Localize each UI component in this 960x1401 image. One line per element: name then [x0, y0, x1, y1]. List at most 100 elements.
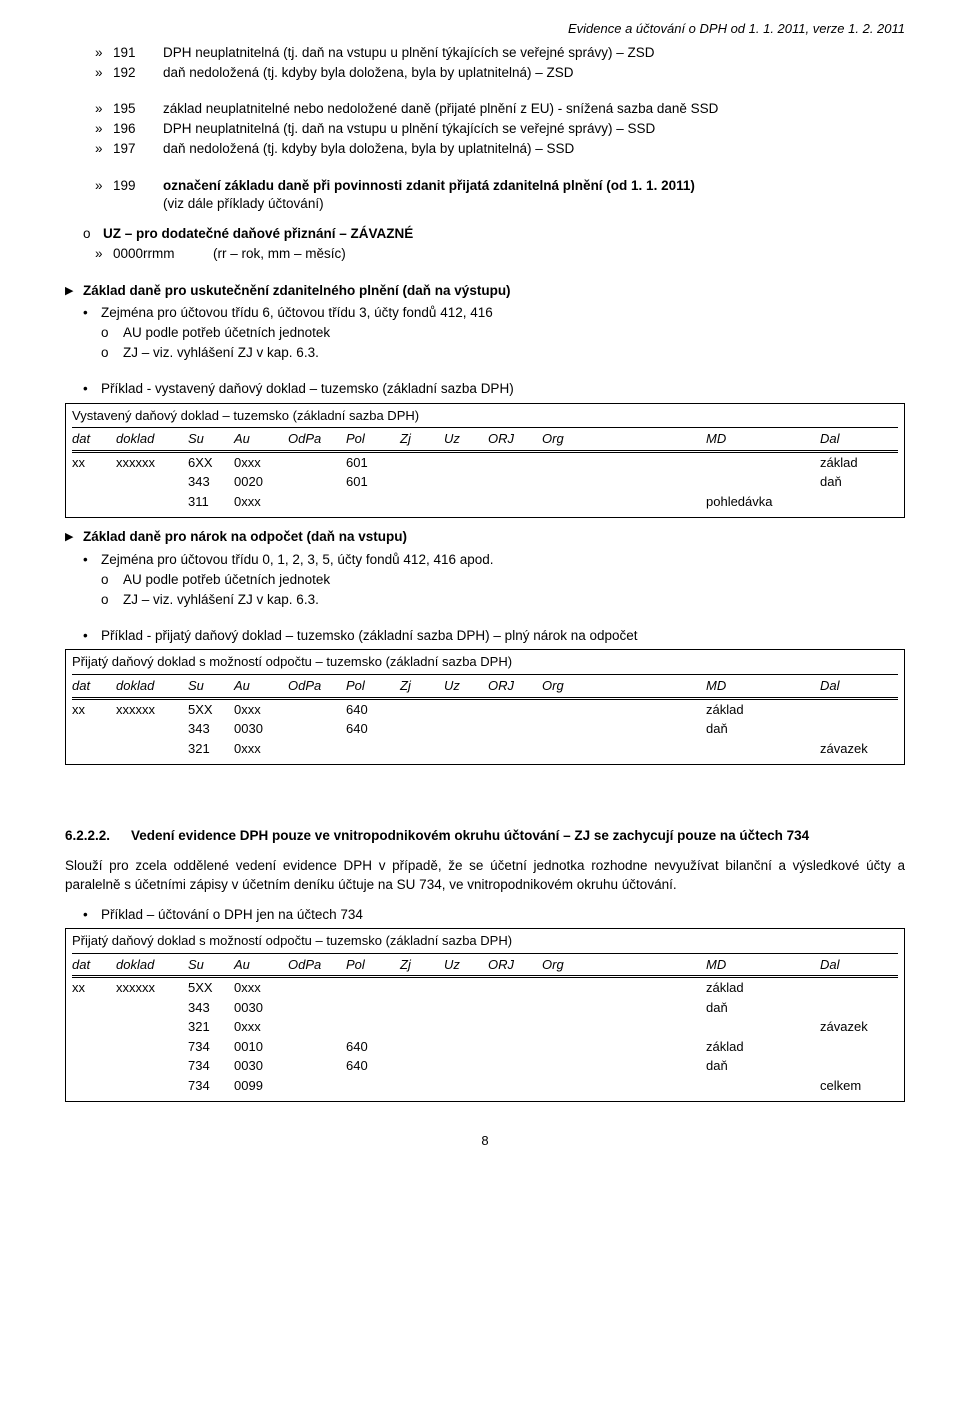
table-cell — [488, 719, 542, 739]
column-header: Su — [188, 953, 234, 977]
table-cell — [288, 1056, 346, 1076]
example-3: • Příklad – účtování o DPH jen na účtech… — [83, 906, 905, 924]
table-row: 3110xxxpohledávka — [72, 492, 898, 512]
column-header: Zj — [400, 953, 444, 977]
uz-sub-text: (rr – rok, mm – měsíc) — [213, 245, 346, 263]
code-list-1: 191DPH neuplatnitelná (tj. daň na vstupu… — [95, 44, 905, 82]
table-cell — [444, 492, 488, 512]
column-header: Uz — [444, 953, 488, 977]
table-cell: 0xxx — [234, 739, 288, 759]
table-2: datdokladSuAuOdPaPolZjUzORJOrgMDDalxxxxx… — [72, 674, 898, 758]
column-header: doklad — [116, 953, 188, 977]
section-b-example: • Příklad - přijatý daňový doklad – tuze… — [83, 627, 905, 645]
table-row: xxxxxxxx5XX0xxx640základ — [72, 698, 898, 719]
table-cell — [288, 739, 346, 759]
column-header: OdPa — [288, 953, 346, 977]
arrow-icon — [95, 120, 113, 138]
column-header: Uz — [444, 674, 488, 698]
column-header: Uz — [444, 428, 488, 452]
column-header: dat — [72, 428, 116, 452]
table-row: 7340099celkem — [72, 1076, 898, 1096]
table-cell: základ — [706, 698, 820, 719]
table-row: 3210xxxzávazek — [72, 739, 898, 759]
column-header: Su — [188, 674, 234, 698]
table-cell — [400, 492, 444, 512]
list-text: daň nedoložená (tj. kdyby byla doložena,… — [163, 64, 905, 82]
table-cell: daň — [820, 472, 898, 492]
page-number: 8 — [65, 1132, 905, 1150]
list-text: DPH neuplatnitelná (tj. daň na vstupu u … — [163, 120, 905, 138]
table-cell — [400, 1037, 444, 1057]
table-row: 7340030640daň — [72, 1056, 898, 1076]
table-cell: 734 — [188, 1056, 234, 1076]
column-header: Au — [234, 428, 288, 452]
table-cell: 321 — [188, 1017, 234, 1037]
table-cell — [488, 998, 542, 1018]
table-cell — [444, 698, 488, 719]
table-cell — [288, 998, 346, 1018]
table-cell — [488, 451, 542, 472]
column-header: ORJ — [488, 428, 542, 452]
table-cell: 343 — [188, 998, 234, 1018]
column-header: Org — [542, 428, 706, 452]
table-cell: 601 — [346, 472, 400, 492]
table-cell: 0xxx — [234, 698, 288, 719]
table-cell: 734 — [188, 1076, 234, 1096]
table-1-caption: Vystavený daňový doklad – tuzemsko (zákl… — [72, 407, 898, 425]
table-cell — [116, 1076, 188, 1096]
table-cell — [288, 451, 346, 472]
table-cell — [542, 998, 706, 1018]
table-cell — [346, 977, 400, 998]
table-cell — [346, 739, 400, 759]
column-header: dat — [72, 674, 116, 698]
uz-title: UZ – pro dodatečné daňové přiznání – ZÁV… — [103, 225, 413, 243]
table-row: 3430030640daň — [72, 719, 898, 739]
table-cell: 0030 — [234, 719, 288, 739]
table-3-box: Přijatý daňový doklad s možností odpočtu… — [65, 928, 905, 1102]
table-cell — [444, 451, 488, 472]
table-cell: xx — [72, 698, 116, 719]
table-cell — [400, 739, 444, 759]
table-cell — [72, 472, 116, 492]
triangle-icon — [65, 282, 83, 300]
table-cell — [542, 698, 706, 719]
table-cell — [706, 1017, 820, 1037]
list-item: 192daň nedoložená (tj. kdyby byla dolože… — [95, 64, 905, 82]
table-cell — [706, 451, 820, 472]
table-cell: základ — [706, 1037, 820, 1057]
list-code: 192 — [113, 64, 163, 82]
table-cell — [542, 739, 706, 759]
section-b-sub1: o AU podle potřeb účetních jednotek — [101, 571, 905, 589]
arrow-icon — [95, 44, 113, 62]
table-cell — [542, 1037, 706, 1057]
table-cell: 0xxx — [234, 492, 288, 512]
table-cell — [488, 698, 542, 719]
list-item: 197daň nedoložená (tj. kdyby byla dolože… — [95, 140, 905, 158]
section-a-bullet: • Zejména pro účtovou třídu 6, účtovou t… — [83, 304, 905, 322]
table-cell — [444, 1017, 488, 1037]
table-cell: 0020 — [234, 472, 288, 492]
column-header: Au — [234, 953, 288, 977]
heading-6222-num: 6.2.2.2. — [65, 827, 131, 845]
table-cell — [820, 492, 898, 512]
arrow-icon — [95, 245, 113, 263]
table-cell — [542, 1017, 706, 1037]
code-list-3: 199označení základu daně při povinnosti … — [95, 177, 905, 213]
arrow-icon — [95, 177, 113, 213]
arrow-icon — [95, 100, 113, 118]
table-cell — [488, 1076, 542, 1096]
table-cell — [488, 739, 542, 759]
table-cell: závazek — [820, 1017, 898, 1037]
column-header: MD — [706, 428, 820, 452]
table-cell: daň — [706, 719, 820, 739]
column-header: Su — [188, 428, 234, 452]
column-header: ORJ — [488, 674, 542, 698]
table-row: 7340010640základ — [72, 1037, 898, 1057]
column-header: MD — [706, 674, 820, 698]
table-cell: 640 — [346, 1037, 400, 1057]
table-cell — [400, 1076, 444, 1096]
table-row: xxxxxxxx5XX0xxxzáklad — [72, 977, 898, 998]
column-header: doklad — [116, 428, 188, 452]
table-cell — [444, 472, 488, 492]
table-cell — [542, 1056, 706, 1076]
